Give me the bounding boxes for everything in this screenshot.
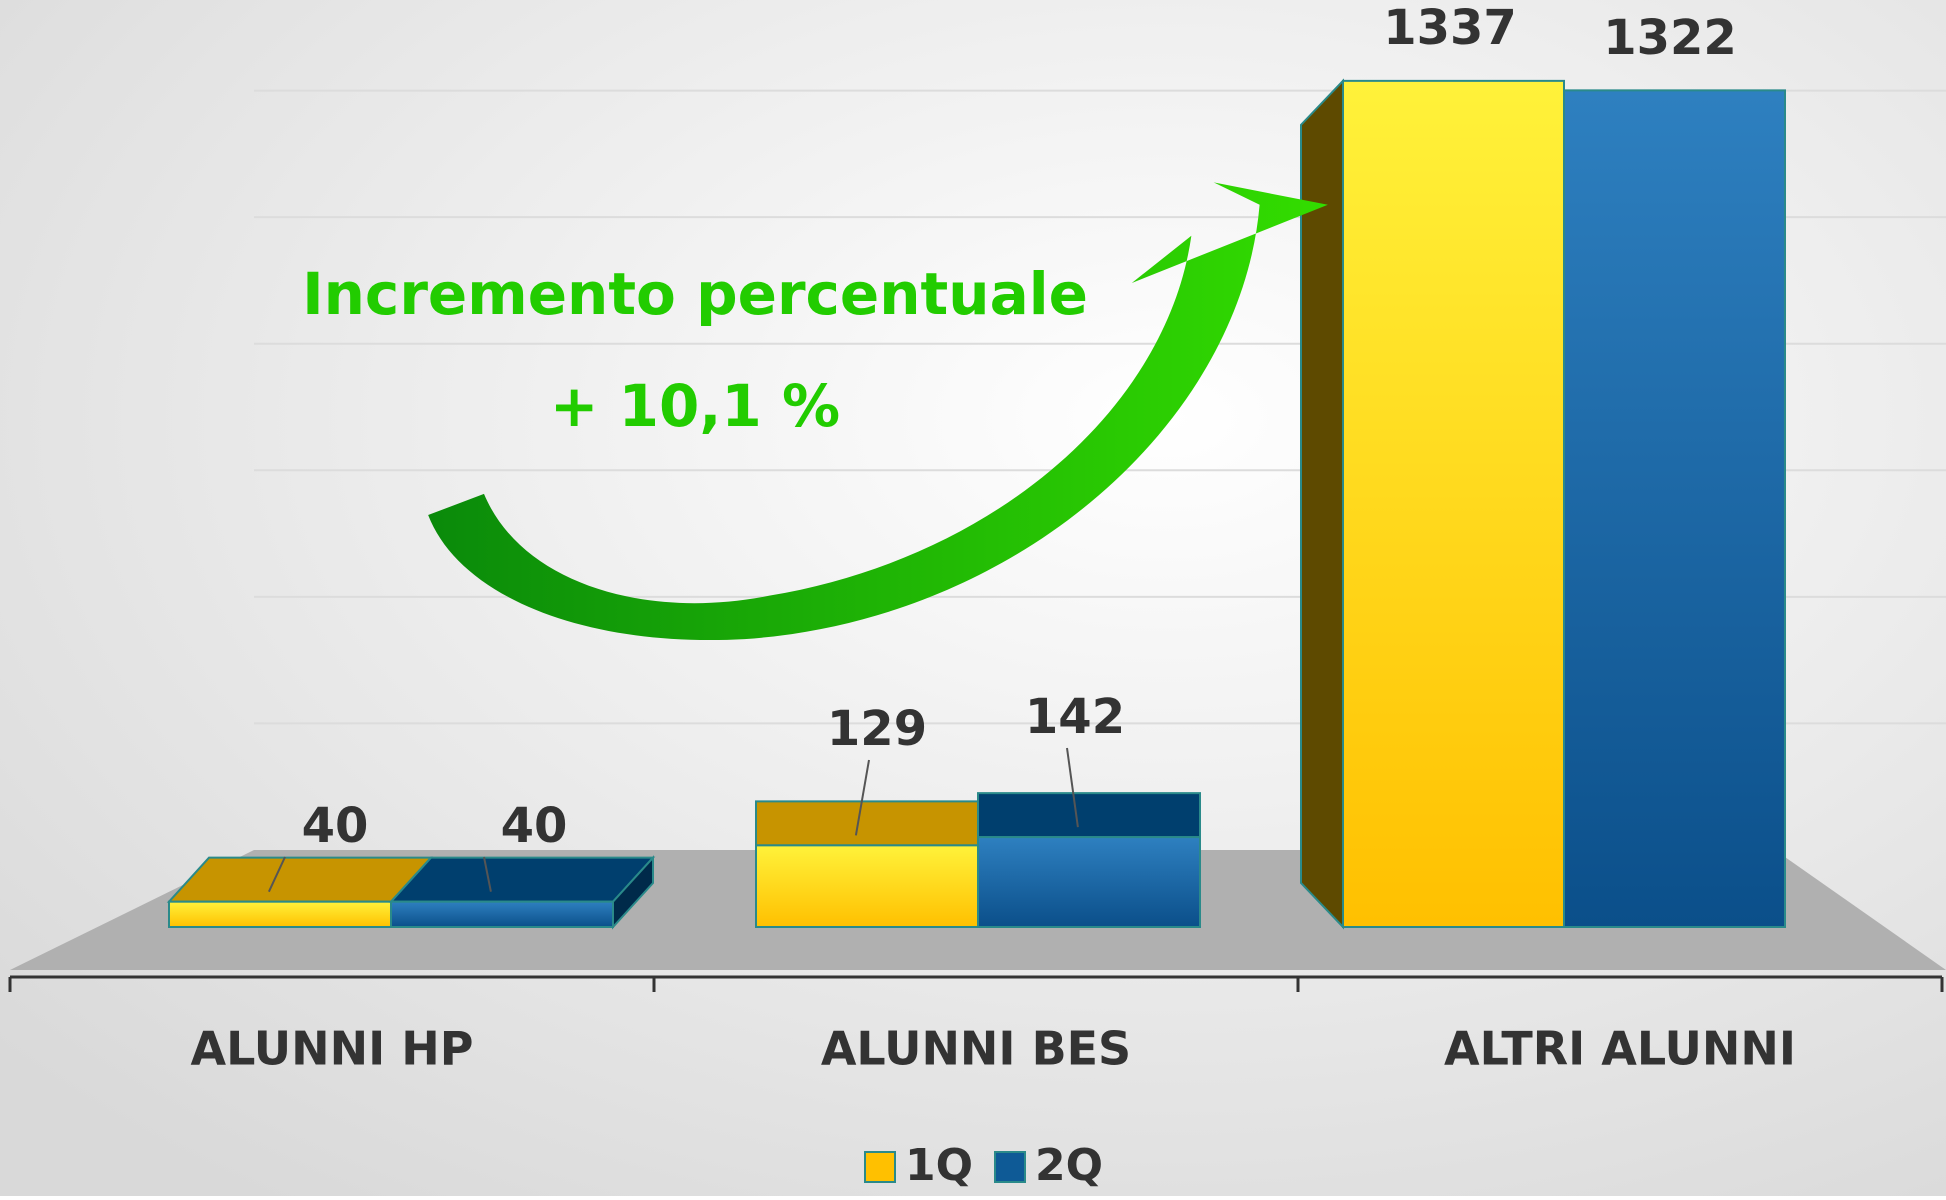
leader-line — [483, 856, 492, 892]
bar-top — [388, 856, 656, 903]
leader-line — [267, 856, 286, 893]
x-tick-label: ALTRI ALUNNI — [1444, 1022, 1796, 1076]
leader-line — [854, 759, 870, 836]
bar — [755, 844, 979, 929]
bar — [1563, 89, 1786, 928]
bars — [166, 78, 1786, 930]
data-label: 40 — [302, 798, 369, 854]
legend-swatch — [864, 1151, 896, 1183]
legend-swatch — [994, 1151, 1026, 1183]
bar-top — [977, 792, 1201, 839]
annotation: Incremento percentuale — [302, 260, 1088, 328]
data-label: 40 — [501, 798, 568, 854]
data-label: 1337 — [1383, 0, 1517, 56]
legend-label: 2Q — [1035, 1140, 1103, 1191]
data-label: 142 — [1025, 689, 1125, 745]
legend-label: 1Q — [905, 1140, 973, 1191]
bar — [1342, 79, 1565, 929]
x-tick-label: ALUNNI BES — [821, 1022, 1131, 1076]
data-label: 129 — [827, 701, 927, 757]
x-tick-label: ALUNNI HP — [191, 1022, 474, 1076]
data-label: 1322 — [1603, 10, 1737, 66]
bar-top — [166, 856, 434, 903]
bar — [390, 900, 614, 929]
leader-line — [1066, 747, 1079, 828]
annotation: + 10,1 % — [550, 372, 840, 440]
bar — [977, 836, 1201, 928]
arrow — [428, 182, 1328, 641]
bar-top — [755, 800, 979, 847]
bar — [168, 900, 392, 929]
